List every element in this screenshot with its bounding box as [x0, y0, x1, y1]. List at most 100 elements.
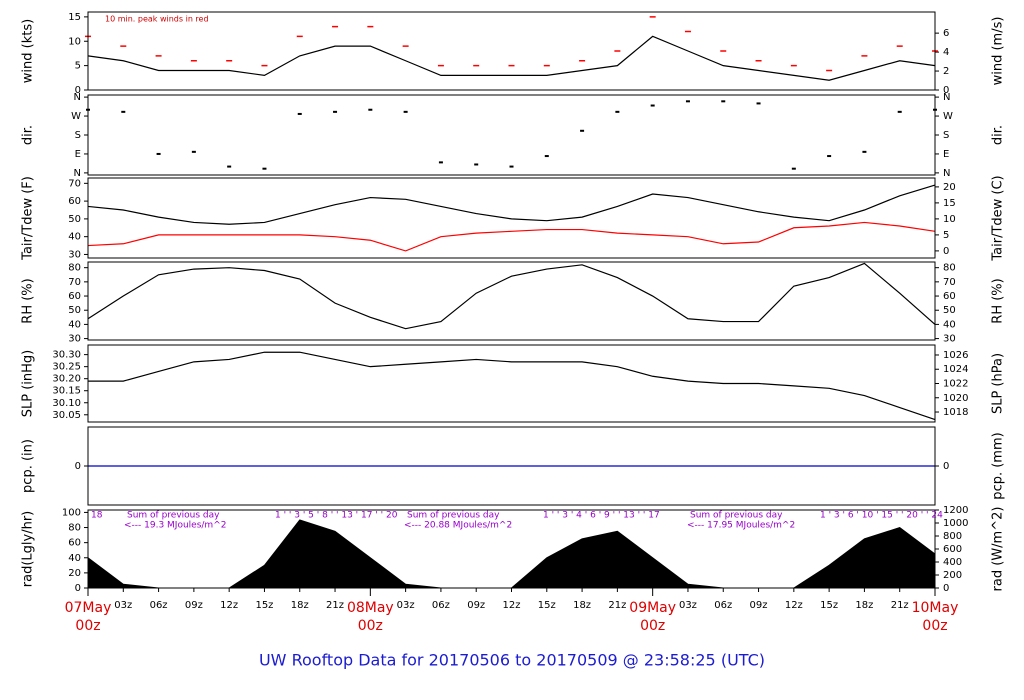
y-tick-label: 50 [68, 305, 81, 316]
y2-tick-label: 0 [943, 246, 949, 257]
y-tick-label: 60 [68, 538, 81, 549]
y-tick-label: 40 [68, 553, 81, 564]
y2-axis-label: pcp. (mm) [991, 432, 1006, 499]
x-tick-label: 15z [255, 600, 273, 611]
y2-tick-label: 800 [943, 531, 962, 542]
x-tick-label: 09z [467, 600, 485, 611]
y-tick-label: 40 [68, 319, 81, 330]
line [87, 221, 936, 252]
y2-axis-label: wind (m/s) [991, 17, 1006, 86]
y-tick-label: 30 [68, 334, 81, 345]
x-tick-label: 21z [891, 600, 909, 611]
y-tick-label: 40 [68, 232, 81, 243]
x-tick-label: 09z [185, 600, 203, 611]
y-tick-label: E [75, 149, 81, 160]
line [87, 262, 936, 330]
point [615, 110, 620, 113]
daily-sum-value: <--- 19.3 MJoules/m^2 [124, 521, 226, 531]
day-label: 08May [347, 600, 394, 616]
chart-title: UW Rooftop Data for 20170506 to 20170509… [259, 651, 765, 670]
x-tick-label: 18z [573, 600, 591, 611]
y-axis-label: RH (%) [21, 278, 36, 323]
y-tick-label: 100 [62, 507, 81, 518]
y2-tick-label: 6 [943, 28, 949, 39]
point [121, 110, 126, 113]
line [87, 35, 936, 81]
y-tick-label: 30.30 [52, 350, 81, 361]
x-tick-label: 12z [503, 600, 521, 611]
y-axis-label: pcp. (in) [21, 439, 36, 493]
sun-hours: 18 [91, 511, 103, 521]
y-tick-label: 30.20 [52, 374, 81, 385]
y-tick-label: 30.15 [52, 386, 81, 397]
line [88, 351, 936, 421]
daily-sum-label: Sum of previous day [127, 511, 220, 521]
y2-axis-label: rad (W/m^2) [991, 507, 1006, 592]
point [191, 150, 196, 153]
y2-tick-label: 30 [943, 334, 956, 345]
x-tick-label: 00z [358, 618, 383, 634]
panel-frame [87, 261, 936, 341]
point [509, 165, 514, 168]
point [227, 165, 232, 168]
y-tick-label: 70 [68, 178, 81, 189]
point [685, 100, 690, 103]
y-axis-label: SLP (inHg) [21, 350, 36, 418]
y2-tick-label: 0 [943, 85, 949, 96]
y-tick-label: 80 [68, 523, 81, 534]
y2-tick-label: 0 [943, 583, 949, 594]
point [721, 100, 726, 103]
y2-tick-label: 20 [943, 182, 956, 193]
y-axis-label: dir. [21, 125, 36, 145]
y2-tick-label: E [943, 149, 949, 160]
y-tick-label: 20 [68, 568, 81, 579]
y2-tick-label: 10 [943, 214, 956, 225]
y2-tick-label: 40 [943, 319, 956, 330]
panel-frame [87, 344, 936, 423]
x-tick-label: 15z [538, 600, 556, 611]
point [862, 150, 867, 153]
y2-axis-label: Tair/Tdew (C) [991, 175, 1006, 261]
point [791, 167, 796, 170]
x-tick-label: 06z [150, 600, 168, 611]
x-tick-label: 21z [326, 600, 344, 611]
y2-tick-label: 4 [943, 47, 949, 58]
area [87, 519, 936, 589]
point [544, 155, 549, 158]
x-tick-label: 03z [114, 600, 132, 611]
y2-tick-label: 600 [943, 544, 962, 555]
x-tick-label: 12z [785, 600, 803, 611]
x-tick-label: 15z [820, 600, 838, 611]
point [333, 110, 338, 113]
y-tick-label: N [74, 168, 81, 179]
y2-tick-label: 1000 [943, 518, 968, 529]
line [87, 184, 936, 225]
x-tick-label: 00z [640, 618, 665, 634]
y2-tick-label: 1026 [943, 350, 968, 361]
x-tick-label: 12z [220, 600, 238, 611]
annotation: 10 min. peak winds in red [105, 15, 209, 24]
y2-tick-label: 200 [943, 570, 962, 581]
y2-tick-label: 1024 [943, 364, 968, 375]
point [650, 104, 655, 107]
y-tick-label: 50 [68, 214, 81, 225]
point [897, 110, 902, 113]
daily-sum-label: Sum of previous day [690, 511, 783, 521]
x-tick-label: 00z [75, 618, 100, 634]
y2-tick-label: 1018 [943, 407, 968, 418]
y-tick-label: 30.25 [52, 362, 81, 373]
panel-frame [87, 94, 936, 176]
y-tick-label: W [71, 111, 81, 122]
panel-frame [87, 177, 936, 259]
y2-tick-label: 0 [943, 461, 949, 472]
y-tick-label: 60 [68, 196, 81, 207]
y2-axis-label: dir. [991, 125, 1006, 145]
x-tick-label: 03z [397, 600, 415, 611]
sun-hours: 1 ' ' 3 ' 4 ' 6 ' 9 ' ' 13 ' ' 17 [543, 511, 660, 521]
point [156, 152, 161, 155]
panel-frame [87, 426, 936, 506]
x-tick-label: 21z [608, 600, 626, 611]
y2-tick-label: 50 [943, 305, 956, 316]
daily-sum-value: <--- 20.88 MJoules/m^2 [404, 521, 512, 531]
